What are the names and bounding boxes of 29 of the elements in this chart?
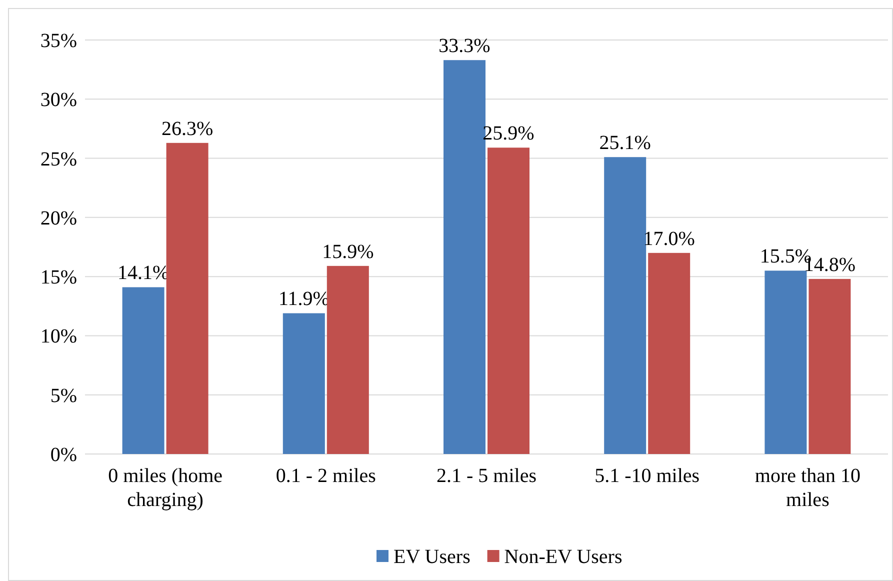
x-tick-label: 2.1 - 5 miles — [436, 465, 537, 487]
x-tick-label: 0.1 - 2 miles — [276, 465, 376, 487]
bar — [764, 270, 807, 454]
data-label: 25.1% — [599, 132, 651, 154]
data-label: 26.3% — [161, 118, 214, 140]
y-tick-label: 15% — [40, 266, 77, 289]
legend-label: EV Users — [394, 546, 471, 568]
bar — [808, 278, 851, 454]
x-tick-label: more than 10 miles — [754, 465, 860, 511]
x-tick-label: 0 miles (home charging) — [108, 465, 223, 511]
bar — [282, 313, 325, 454]
bar — [122, 287, 164, 454]
y-tick-label: 0% — [50, 444, 77, 466]
y-tick-label: 30% — [40, 89, 77, 112]
bar — [604, 157, 646, 454]
x-tick-label: 5.1 -10 miles — [594, 465, 700, 487]
bar — [444, 60, 486, 454]
bar — [488, 148, 530, 454]
y-tick-label: 5% — [50, 384, 77, 407]
legend-label: Non-EV Users — [504, 546, 622, 568]
y-tick-label: 25% — [40, 148, 77, 170]
y-tick-label: 20% — [40, 207, 77, 230]
y-tick-label: 10% — [40, 326, 77, 348]
data-label: 15.9% — [322, 240, 374, 263]
bar — [326, 266, 369, 454]
y-tick-label: 35% — [40, 30, 77, 52]
data-label: 33.3% — [438, 35, 490, 58]
bar — [648, 252, 690, 454]
bar — [166, 142, 208, 454]
